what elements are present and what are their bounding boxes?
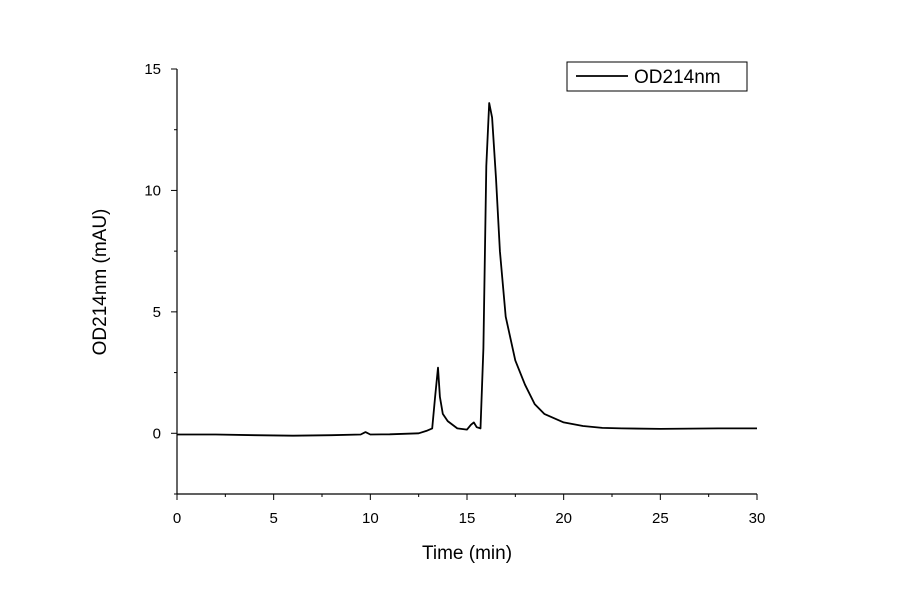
x-tick-label: 25 — [652, 510, 669, 527]
x-tick-label: 10 — [362, 510, 379, 527]
legend: OD214nm — [566, 61, 748, 92]
y-axis-title: OD214nm (mAU) — [90, 209, 111, 356]
y-tick-label: 0 — [153, 425, 161, 442]
y-tick-label: 5 — [153, 304, 161, 321]
x-tick-label: 30 — [749, 510, 766, 527]
legend-label-od214nm: OD214nm — [634, 67, 721, 88]
x-tick-label: 15 — [459, 510, 476, 527]
y-tick-label: 15 — [144, 61, 161, 78]
series-line-0 — [177, 102, 757, 437]
axes: 0 5 10 15 20 25 30 0 5 10 15 — [144, 61, 765, 527]
x-axis-title: Time (min) — [422, 543, 512, 564]
x-tick-label: 0 — [173, 510, 181, 527]
plot-area — [177, 102, 757, 437]
x-tick-label: 20 — [555, 510, 572, 527]
y-tick-label: 10 — [144, 182, 161, 199]
x-tick-label: 5 — [269, 510, 277, 527]
